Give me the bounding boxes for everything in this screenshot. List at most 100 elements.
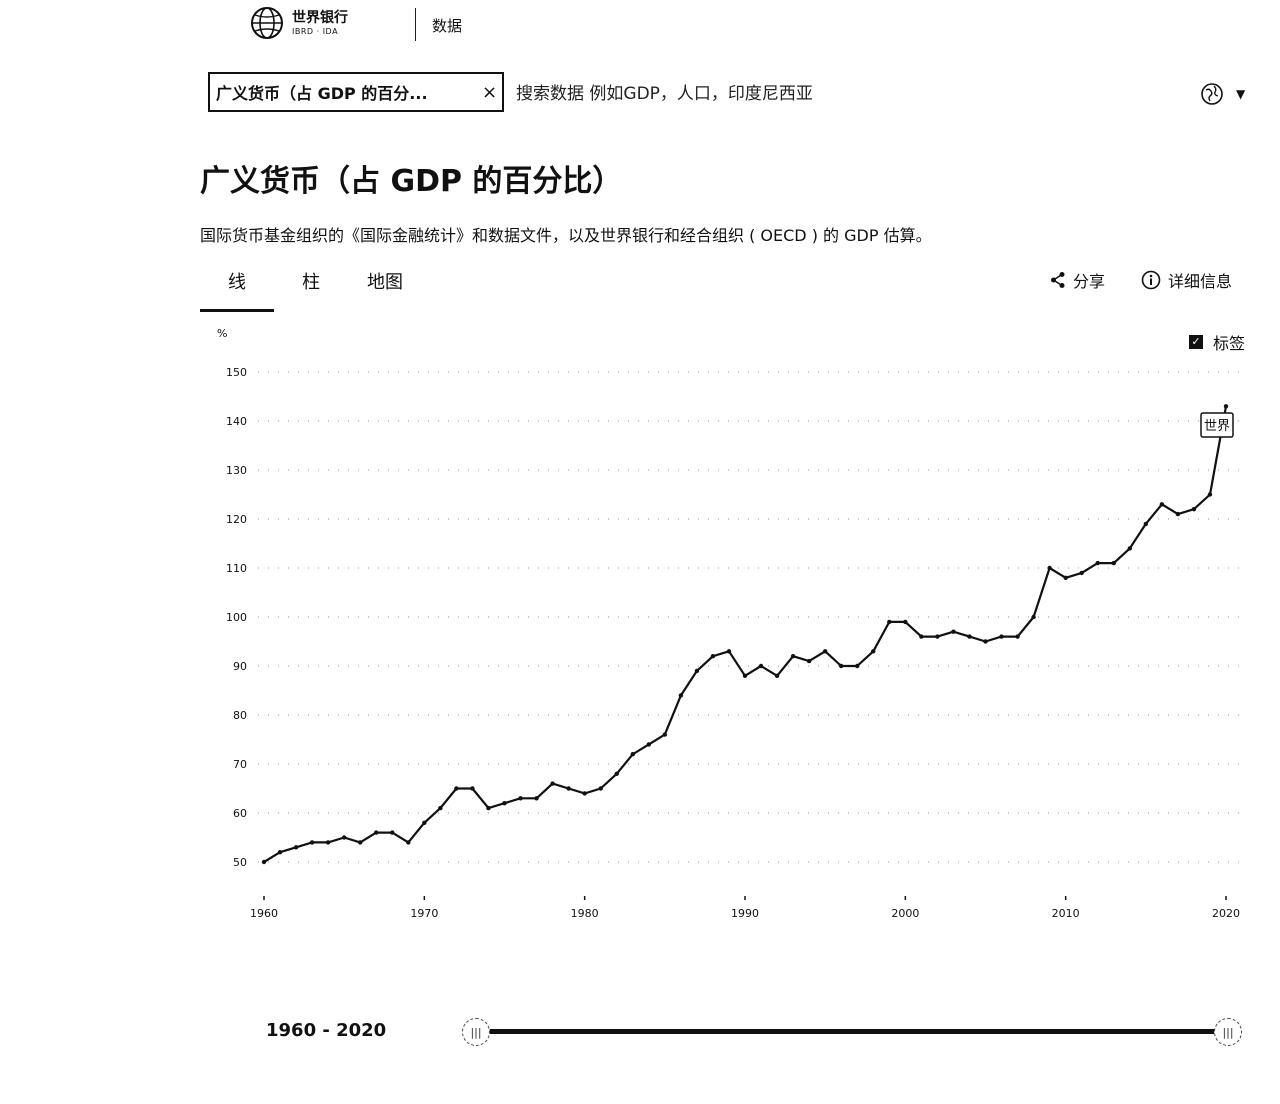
data-point bbox=[341, 835, 347, 840]
data-point bbox=[1015, 634, 1020, 639]
data-point bbox=[277, 850, 283, 855]
page-subtitle: 国际货币基金组织的《国际金融统计》和数据文件，以及世界银行和经合组织 ( OEC… bbox=[200, 226, 932, 245]
broad-money-line-chart: % 50 60 70 80 90 100 110 120 130 140 150 1960 1970 198… bbox=[217, 327, 1242, 920]
slider-handle-start[interactable]: ||| bbox=[462, 1018, 490, 1046]
x-tick-label: 1970 bbox=[410, 907, 438, 920]
page-title: 广义货币（占 GDP 的百分比） bbox=[200, 164, 623, 199]
globe-icon bbox=[1201, 83, 1223, 105]
checkbox-checked-icon: ✓ bbox=[1189, 335, 1203, 349]
y-tick-label: 130 bbox=[226, 464, 247, 477]
year-range-label: 1960 - 2020 bbox=[266, 1020, 387, 1041]
data-point bbox=[374, 830, 379, 835]
data-point bbox=[1111, 560, 1116, 566]
data-point bbox=[887, 619, 892, 625]
data-point bbox=[518, 796, 523, 801]
data-point bbox=[1095, 560, 1100, 566]
details-button[interactable]: 详细信息 bbox=[1141, 268, 1232, 292]
data-point bbox=[806, 658, 812, 664]
chart-type-tabs: 线 柱 地图 bbox=[200, 262, 422, 312]
series-line-0 bbox=[263, 406, 1228, 863]
data-point bbox=[726, 649, 732, 654]
data-point bbox=[951, 629, 956, 634]
y-tick-label: 70 bbox=[233, 758, 247, 771]
data-point bbox=[662, 732, 668, 737]
data-point bbox=[309, 840, 315, 845]
data-point bbox=[614, 771, 619, 776]
data-point bbox=[454, 786, 459, 791]
data-point bbox=[261, 859, 267, 865]
y-tick-label: 80 bbox=[233, 709, 247, 722]
data-point bbox=[630, 752, 635, 757]
data-point bbox=[1063, 575, 1068, 580]
data-point bbox=[1207, 492, 1213, 497]
data-point bbox=[839, 663, 844, 669]
data-point bbox=[919, 634, 924, 639]
tab-bar[interactable]: 柱 bbox=[302, 272, 320, 293]
tab-map[interactable]: 地图 bbox=[367, 272, 403, 293]
data-point bbox=[790, 654, 796, 659]
nav-data-link[interactable]: 数据 bbox=[432, 17, 463, 35]
y-tick-label: 100 bbox=[226, 611, 247, 624]
data-point bbox=[502, 801, 507, 806]
labels-checkbox[interactable]: ✓ 标签 bbox=[1189, 330, 1245, 354]
chip-label: 广义货币（占 GDP 的百分... bbox=[216, 84, 428, 103]
tab-line[interactable]: 线 bbox=[200, 262, 274, 312]
data-point bbox=[390, 830, 395, 835]
data-point bbox=[855, 663, 860, 669]
y-tick-label: 120 bbox=[226, 513, 247, 526]
x-tick-label: 2020 bbox=[1212, 907, 1240, 920]
data-point bbox=[774, 673, 780, 678]
data-point bbox=[406, 840, 411, 845]
info-icon bbox=[1141, 270, 1161, 290]
globe-logo-icon bbox=[251, 7, 283, 39]
data-point bbox=[935, 634, 940, 639]
x-tick-label: 2010 bbox=[1052, 907, 1080, 920]
data-point bbox=[486, 805, 491, 811]
share-icon bbox=[1051, 272, 1065, 288]
data-point bbox=[678, 693, 684, 698]
data-point bbox=[694, 668, 700, 674]
data-point bbox=[822, 649, 828, 654]
y-tick-label: 90 bbox=[233, 660, 247, 673]
data-point bbox=[1159, 502, 1165, 507]
slider-handle-end[interactable]: ||| bbox=[1214, 1018, 1242, 1046]
data-point bbox=[422, 820, 427, 825]
year-range-slider[interactable]: ||| ||| bbox=[462, 1014, 1242, 1050]
selected-indicator-chip[interactable]: 广义货币（占 GDP 的百分... × bbox=[208, 72, 504, 112]
share-button[interactable]: 分享 bbox=[1050, 268, 1105, 292]
logo-title: 世界银行 bbox=[292, 9, 348, 26]
data-point bbox=[903, 619, 908, 625]
details-label: 详细信息 bbox=[1168, 272, 1233, 291]
data-point bbox=[438, 805, 443, 811]
data-point bbox=[566, 786, 571, 791]
data-point bbox=[293, 845, 299, 850]
series-end-label: 世界 bbox=[1204, 419, 1230, 434]
world-bank-logo[interactable]: 世界银行 IBRD · IDA bbox=[250, 6, 348, 40]
data-point bbox=[470, 786, 475, 791]
y-tick-label: 110 bbox=[226, 562, 247, 575]
data-point bbox=[534, 796, 539, 801]
x-tick-label: 1960 bbox=[250, 907, 278, 920]
slider-track[interactable] bbox=[480, 1029, 1224, 1034]
y-tick-label: 50 bbox=[233, 856, 247, 869]
language-selector[interactable]: ▼ bbox=[1200, 82, 1245, 106]
close-icon[interactable]: × bbox=[482, 81, 498, 103]
data-point bbox=[358, 840, 363, 845]
labels-checkbox-label: 标签 bbox=[1213, 334, 1246, 353]
data-point bbox=[1079, 570, 1084, 576]
data-point bbox=[967, 634, 972, 639]
y-axis-unit-label: % bbox=[217, 327, 227, 340]
logo-subtitle: IBRD · IDA bbox=[292, 26, 339, 36]
search-input[interactable] bbox=[514, 78, 1118, 110]
series-end-label-box bbox=[1200, 412, 1234, 438]
site-header: 世界银行 IBRD · IDA 数据 bbox=[0, 0, 1280, 60]
data-point bbox=[550, 781, 555, 786]
chart-actions: 分享 详细信息 bbox=[1050, 268, 1232, 292]
data-point bbox=[758, 663, 764, 669]
data-point bbox=[1223, 404, 1229, 409]
data-point bbox=[1047, 565, 1052, 571]
x-tick-label: 2000 bbox=[891, 907, 919, 920]
chevron-down-icon: ▼ bbox=[1236, 87, 1246, 101]
data-point bbox=[582, 791, 587, 796]
data-point bbox=[646, 742, 651, 747]
